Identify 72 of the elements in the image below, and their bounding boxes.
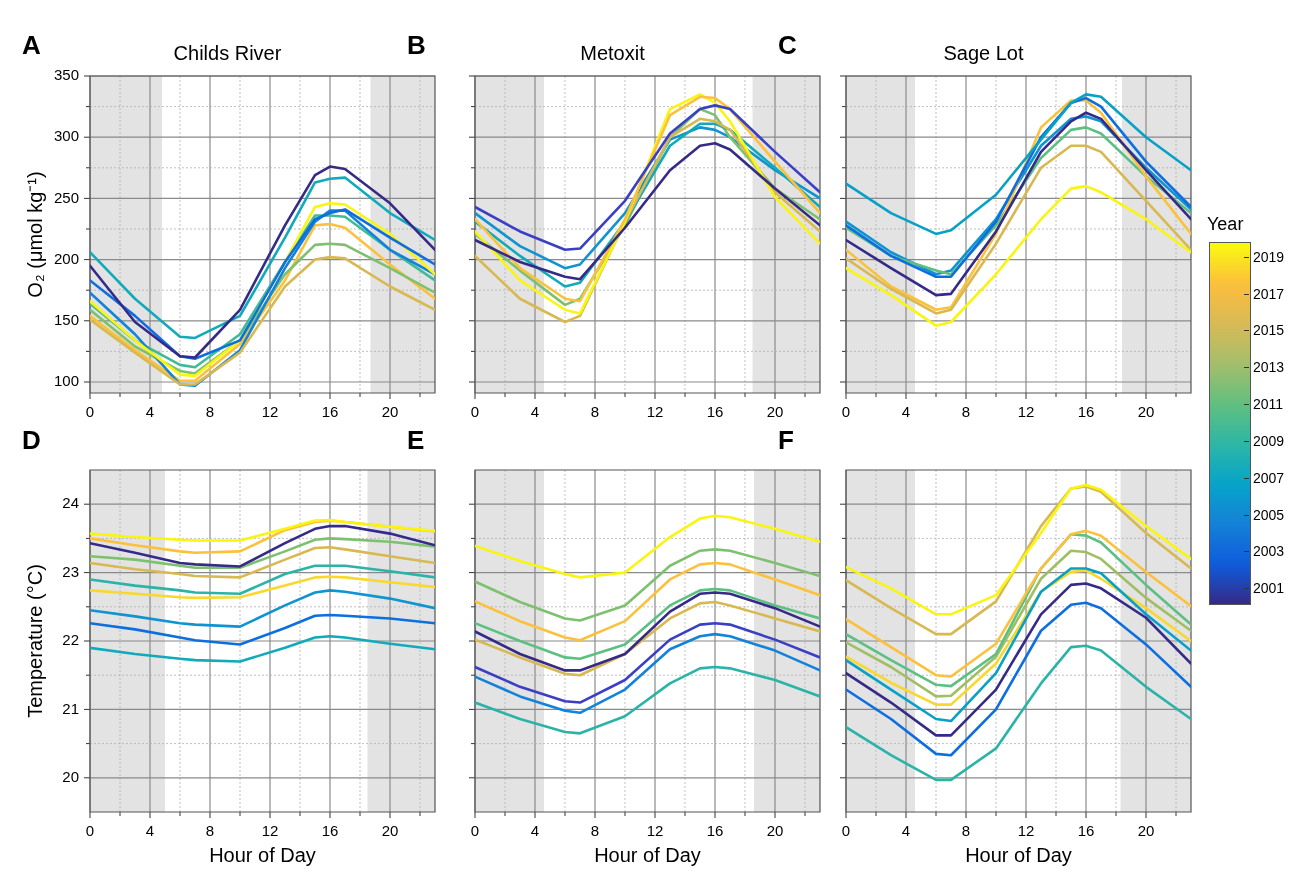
color-bar-label: 2015 <box>1253 322 1285 339</box>
x-tick-label: 4 <box>530 403 540 421</box>
text: A <box>22 30 41 61</box>
x-tick-label: 0 <box>85 822 95 840</box>
color-bar-label: 2001 <box>1253 580 1285 597</box>
x-tick-label: 8 <box>205 403 215 421</box>
x-tick-label: 8 <box>205 822 215 840</box>
x-axis-title: Hour of Day <box>965 843 1072 866</box>
x-tick-label: 8 <box>961 403 971 421</box>
x-tick-label: 12 <box>1017 822 1035 840</box>
y-tick-label: 250 <box>53 188 79 206</box>
x-tick-label: 8 <box>961 822 971 840</box>
x-tick-label: 8 <box>590 822 600 840</box>
x-axis-title: Hour of Day <box>209 843 316 866</box>
x-tick-label: 20 <box>766 403 784 421</box>
y-axis-title: Temperature (°C) <box>23 564 46 718</box>
x-tick-label: 16 <box>1077 822 1095 840</box>
x-tick-label: 16 <box>706 403 724 421</box>
y-tick-label: 21 <box>62 699 79 717</box>
x-tick-label: 4 <box>530 822 540 840</box>
y-tick-label: 200 <box>53 249 79 267</box>
color-bar-label: 2007 <box>1253 469 1285 486</box>
x-tick-label: 16 <box>706 822 724 840</box>
x-tick-label: 4 <box>901 822 911 840</box>
color-bar-label: 2019 <box>1253 248 1285 265</box>
x-tick-label: 12 <box>646 822 664 840</box>
y-tick-label: 23 <box>62 562 79 580</box>
y-tick-label: 20 <box>62 767 79 785</box>
x-tick-label: 16 <box>1077 403 1095 421</box>
x-tick-label: 0 <box>470 403 480 421</box>
y-tick-label: 22 <box>62 631 79 649</box>
chart-title: Sage Lot <box>943 41 1024 64</box>
x-tick-label: 12 <box>261 403 279 421</box>
y-tick-label: 100 <box>53 372 79 390</box>
color-bar-label: 2011 <box>1253 396 1284 413</box>
text: D <box>22 425 41 456</box>
color-bar-label: 2017 <box>1253 285 1285 302</box>
chart-title: Childs River <box>173 41 282 64</box>
x-tick-label: 8 <box>590 403 600 421</box>
text: F <box>778 425 794 456</box>
y-tick-label: 350 <box>53 66 79 84</box>
x-axis-title: Hour of Day <box>594 843 701 866</box>
x-tick-label: 4 <box>145 403 155 421</box>
x-tick-label: 4 <box>901 403 911 421</box>
text: C <box>778 30 797 61</box>
x-tick-label: 16 <box>321 403 339 421</box>
color-bar-label: 2013 <box>1253 359 1285 376</box>
chart-title: Metoxit <box>580 41 646 64</box>
color-bar-label: 2003 <box>1253 543 1285 560</box>
x-tick-label: 0 <box>470 822 480 840</box>
text: B <box>407 30 426 61</box>
x-tick-label: 20 <box>766 822 784 840</box>
x-tick-label: 0 <box>841 822 851 840</box>
y-tick-label: 300 <box>53 127 79 145</box>
x-tick-label: 20 <box>381 822 399 840</box>
text: E <box>407 425 425 456</box>
x-tick-label: 4 <box>145 822 155 840</box>
y-axis-title: O₂ (μmol kg⁻¹) <box>23 171 46 298</box>
color-bar-label: 2009 <box>1253 432 1285 449</box>
x-tick-label: 16 <box>321 822 339 840</box>
x-tick-label: 0 <box>85 403 95 421</box>
y-tick-label: 150 <box>53 310 79 328</box>
color-bar-label: 2005 <box>1253 506 1285 523</box>
x-tick-label: 20 <box>381 403 399 421</box>
x-tick-label: 12 <box>261 822 279 840</box>
x-tick-label: 12 <box>1017 403 1035 421</box>
x-tick-label: 12 <box>646 403 664 421</box>
x-tick-label: 20 <box>1137 403 1155 421</box>
y-tick-label: 24 <box>62 494 79 512</box>
x-tick-label: 0 <box>841 403 851 421</box>
x-tick-label: 20 <box>1137 822 1155 840</box>
color-bar-title: Year <box>1207 214 1244 235</box>
